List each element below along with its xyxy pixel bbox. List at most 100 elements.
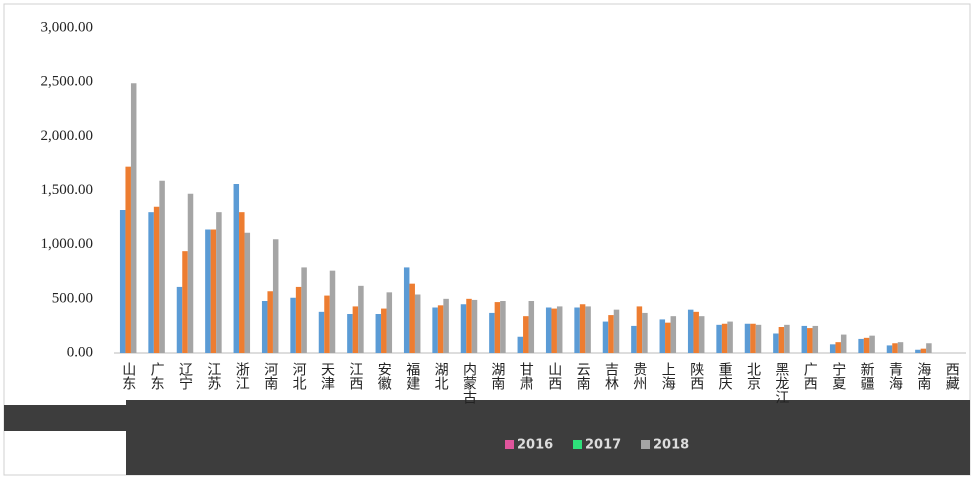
x-tick-label: 宁夏 xyxy=(830,361,846,390)
bar xyxy=(897,342,904,353)
bar xyxy=(778,327,785,353)
bar xyxy=(659,319,666,353)
bar xyxy=(267,291,273,353)
bar xyxy=(324,295,330,353)
bar xyxy=(517,336,524,353)
x-tick-label: 青海 xyxy=(887,362,903,390)
bar xyxy=(807,328,813,353)
bar xyxy=(829,344,836,353)
x-tick-label: 辽宁 xyxy=(177,362,193,390)
bar xyxy=(716,324,722,353)
bar xyxy=(432,307,438,353)
x-tick-label: 上海 xyxy=(660,362,676,390)
x-tick-label: 云南 xyxy=(575,362,591,390)
x-tick-label: 海南 xyxy=(915,362,931,390)
x-tick-label: 江苏 xyxy=(205,362,221,391)
bar xyxy=(125,166,131,353)
bar xyxy=(750,323,756,353)
render-glitch-band xyxy=(126,400,970,475)
bar xyxy=(347,314,353,353)
y-tick-label: 1,000.00 xyxy=(41,236,94,252)
bar xyxy=(295,286,302,353)
bar xyxy=(579,304,586,353)
y-tick-label: 500.00 xyxy=(52,290,93,306)
legend-swatch xyxy=(505,440,514,449)
y-tick-label: 2,000.00 xyxy=(41,128,94,144)
bar xyxy=(500,301,506,353)
bar xyxy=(602,321,609,353)
bar xyxy=(863,337,870,353)
render-glitch-band xyxy=(4,405,126,431)
legend-label: 2016 xyxy=(517,438,553,453)
bar xyxy=(494,302,501,353)
bar xyxy=(642,312,648,353)
bar xyxy=(318,311,325,353)
bar xyxy=(608,315,614,353)
bar xyxy=(176,286,183,353)
x-tick-label: 湖南 xyxy=(489,362,505,390)
bar xyxy=(386,292,393,353)
bar xyxy=(205,229,211,353)
bar xyxy=(835,342,841,353)
bar xyxy=(358,285,364,353)
x-tick-label: 贵州 xyxy=(631,362,647,390)
bar xyxy=(665,322,671,353)
x-tick-label: 广东 xyxy=(149,362,165,390)
bar xyxy=(920,348,927,353)
bar xyxy=(585,306,591,353)
bar xyxy=(130,83,137,353)
bar xyxy=(301,267,307,353)
bar xyxy=(352,306,359,353)
y-tick-label: 3,000.00 xyxy=(41,19,94,35)
bar xyxy=(409,283,415,353)
x-tick-label: 广西 xyxy=(802,362,818,390)
x-tick-label: 安徽 xyxy=(376,362,392,390)
bar xyxy=(210,229,217,353)
bar xyxy=(744,323,751,353)
legend-label: 2017 xyxy=(585,438,621,453)
x-tick-label: 湖北 xyxy=(433,362,449,391)
x-tick-label: 山东 xyxy=(120,362,136,390)
bar xyxy=(727,321,733,353)
bar xyxy=(153,206,160,353)
x-tick-label: 重庆 xyxy=(717,362,733,390)
x-tick-label: 河北 xyxy=(291,362,307,391)
bar xyxy=(670,316,677,353)
bar xyxy=(290,297,296,353)
x-tick-label: 甘肃 xyxy=(518,362,534,390)
bar xyxy=(773,333,779,353)
bar xyxy=(755,324,762,353)
x-tick-label: 北京 xyxy=(745,362,761,390)
bar xyxy=(233,184,240,353)
x-tick-label: 浙江 xyxy=(234,362,250,390)
bar xyxy=(187,193,194,353)
bar xyxy=(556,306,563,353)
bar xyxy=(437,305,444,353)
bar xyxy=(182,251,188,353)
bar xyxy=(523,316,529,353)
bar xyxy=(784,324,790,353)
bar xyxy=(460,304,467,353)
bar xyxy=(414,294,421,353)
bar xyxy=(812,325,819,353)
bar xyxy=(636,306,643,353)
x-tick-label: 西藏 xyxy=(944,362,960,390)
bar xyxy=(886,345,893,353)
y-tick-label: 0.00 xyxy=(67,344,93,360)
x-tick-label: 山西 xyxy=(546,362,562,390)
bar xyxy=(631,325,637,353)
bar xyxy=(869,335,875,353)
x-tick-label: 天津 xyxy=(319,362,335,390)
x-tick-label: 黑龙江 xyxy=(773,362,789,404)
bar xyxy=(545,307,552,353)
bar xyxy=(216,212,222,353)
bar xyxy=(926,343,932,353)
x-tick-label: 内蒙古 xyxy=(461,362,477,404)
bar xyxy=(471,299,478,353)
bar xyxy=(687,309,694,353)
x-tick-label: 福建 xyxy=(404,362,420,391)
x-tick-label: 新疆 xyxy=(859,362,875,390)
bar xyxy=(721,323,728,353)
y-tick-label: 2,500.00 xyxy=(41,74,94,90)
bar xyxy=(801,325,808,353)
